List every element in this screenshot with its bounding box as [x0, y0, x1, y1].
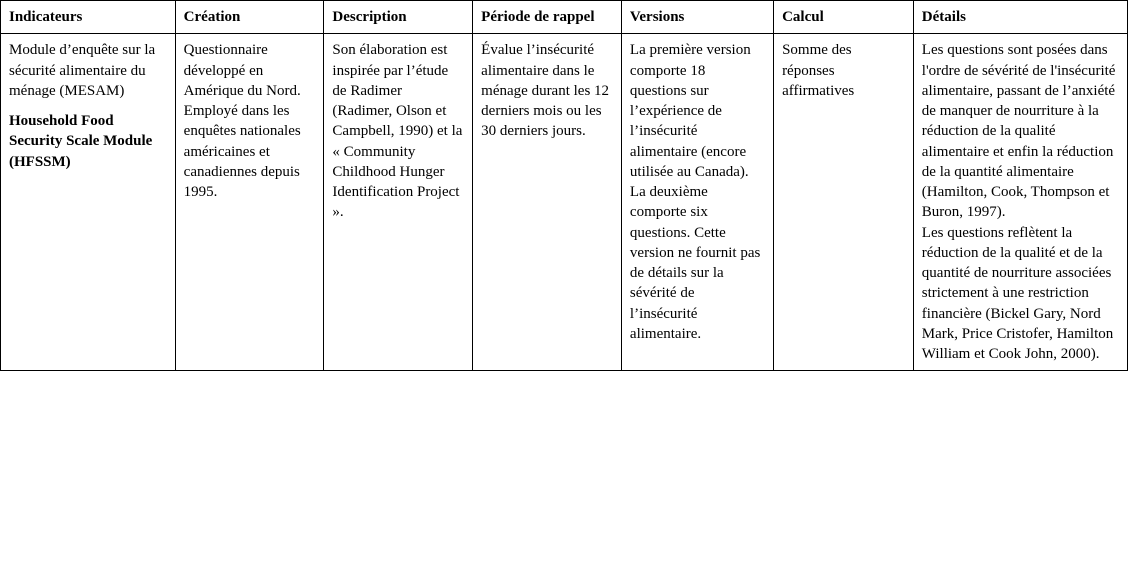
col-header-description: Description — [324, 1, 473, 34]
col-header-details: Détails — [913, 1, 1127, 34]
page-root: { "table": { "border_color": "#000000", … — [0, 0, 1128, 576]
versions-p2: La deuxième comporte six questions. Cett… — [630, 182, 765, 344]
table-row: Module d’enquête sur la sécurité aliment… — [1, 34, 1128, 371]
cell-versions: La première version comporte 18 question… — [621, 34, 773, 371]
col-header-calcul: Calcul — [774, 1, 914, 34]
col-header-periode: Période de rappel — [473, 1, 622, 34]
details-p1: Les questions sont posées dans l'ordre d… — [922, 40, 1119, 222]
versions-p1: La première version comporte 18 question… — [630, 40, 765, 182]
details-p2: Les questions reflètent la réduction de … — [922, 223, 1119, 365]
col-header-creation: Création — [175, 1, 324, 34]
col-header-indicateurs: Indicateurs — [1, 1, 176, 34]
cell-details: Les questions sont posées dans l'ordre d… — [913, 34, 1127, 371]
cell-indicateurs: Module d’enquête sur la sécurité aliment… — [1, 34, 176, 371]
cell-periode: Évalue l’insécurité alimentaire dans le … — [473, 34, 622, 371]
indicateurs-name-en: Household Food Security Scale Module (HF… — [9, 111, 167, 172]
cell-description: Son élaboration est inspirée par l’étude… — [324, 34, 473, 371]
indicators-table: Indicateurs Création Description Période… — [0, 0, 1128, 371]
cell-creation: Questionnaire développé en Amérique du N… — [175, 34, 324, 371]
col-header-versions: Versions — [621, 1, 773, 34]
table-header-row: Indicateurs Création Description Période… — [1, 1, 1128, 34]
indicateurs-name-fr: Module d’enquête sur la sécurité aliment… — [9, 40, 167, 101]
cell-calcul: Somme des réponses affirmatives — [774, 34, 914, 371]
